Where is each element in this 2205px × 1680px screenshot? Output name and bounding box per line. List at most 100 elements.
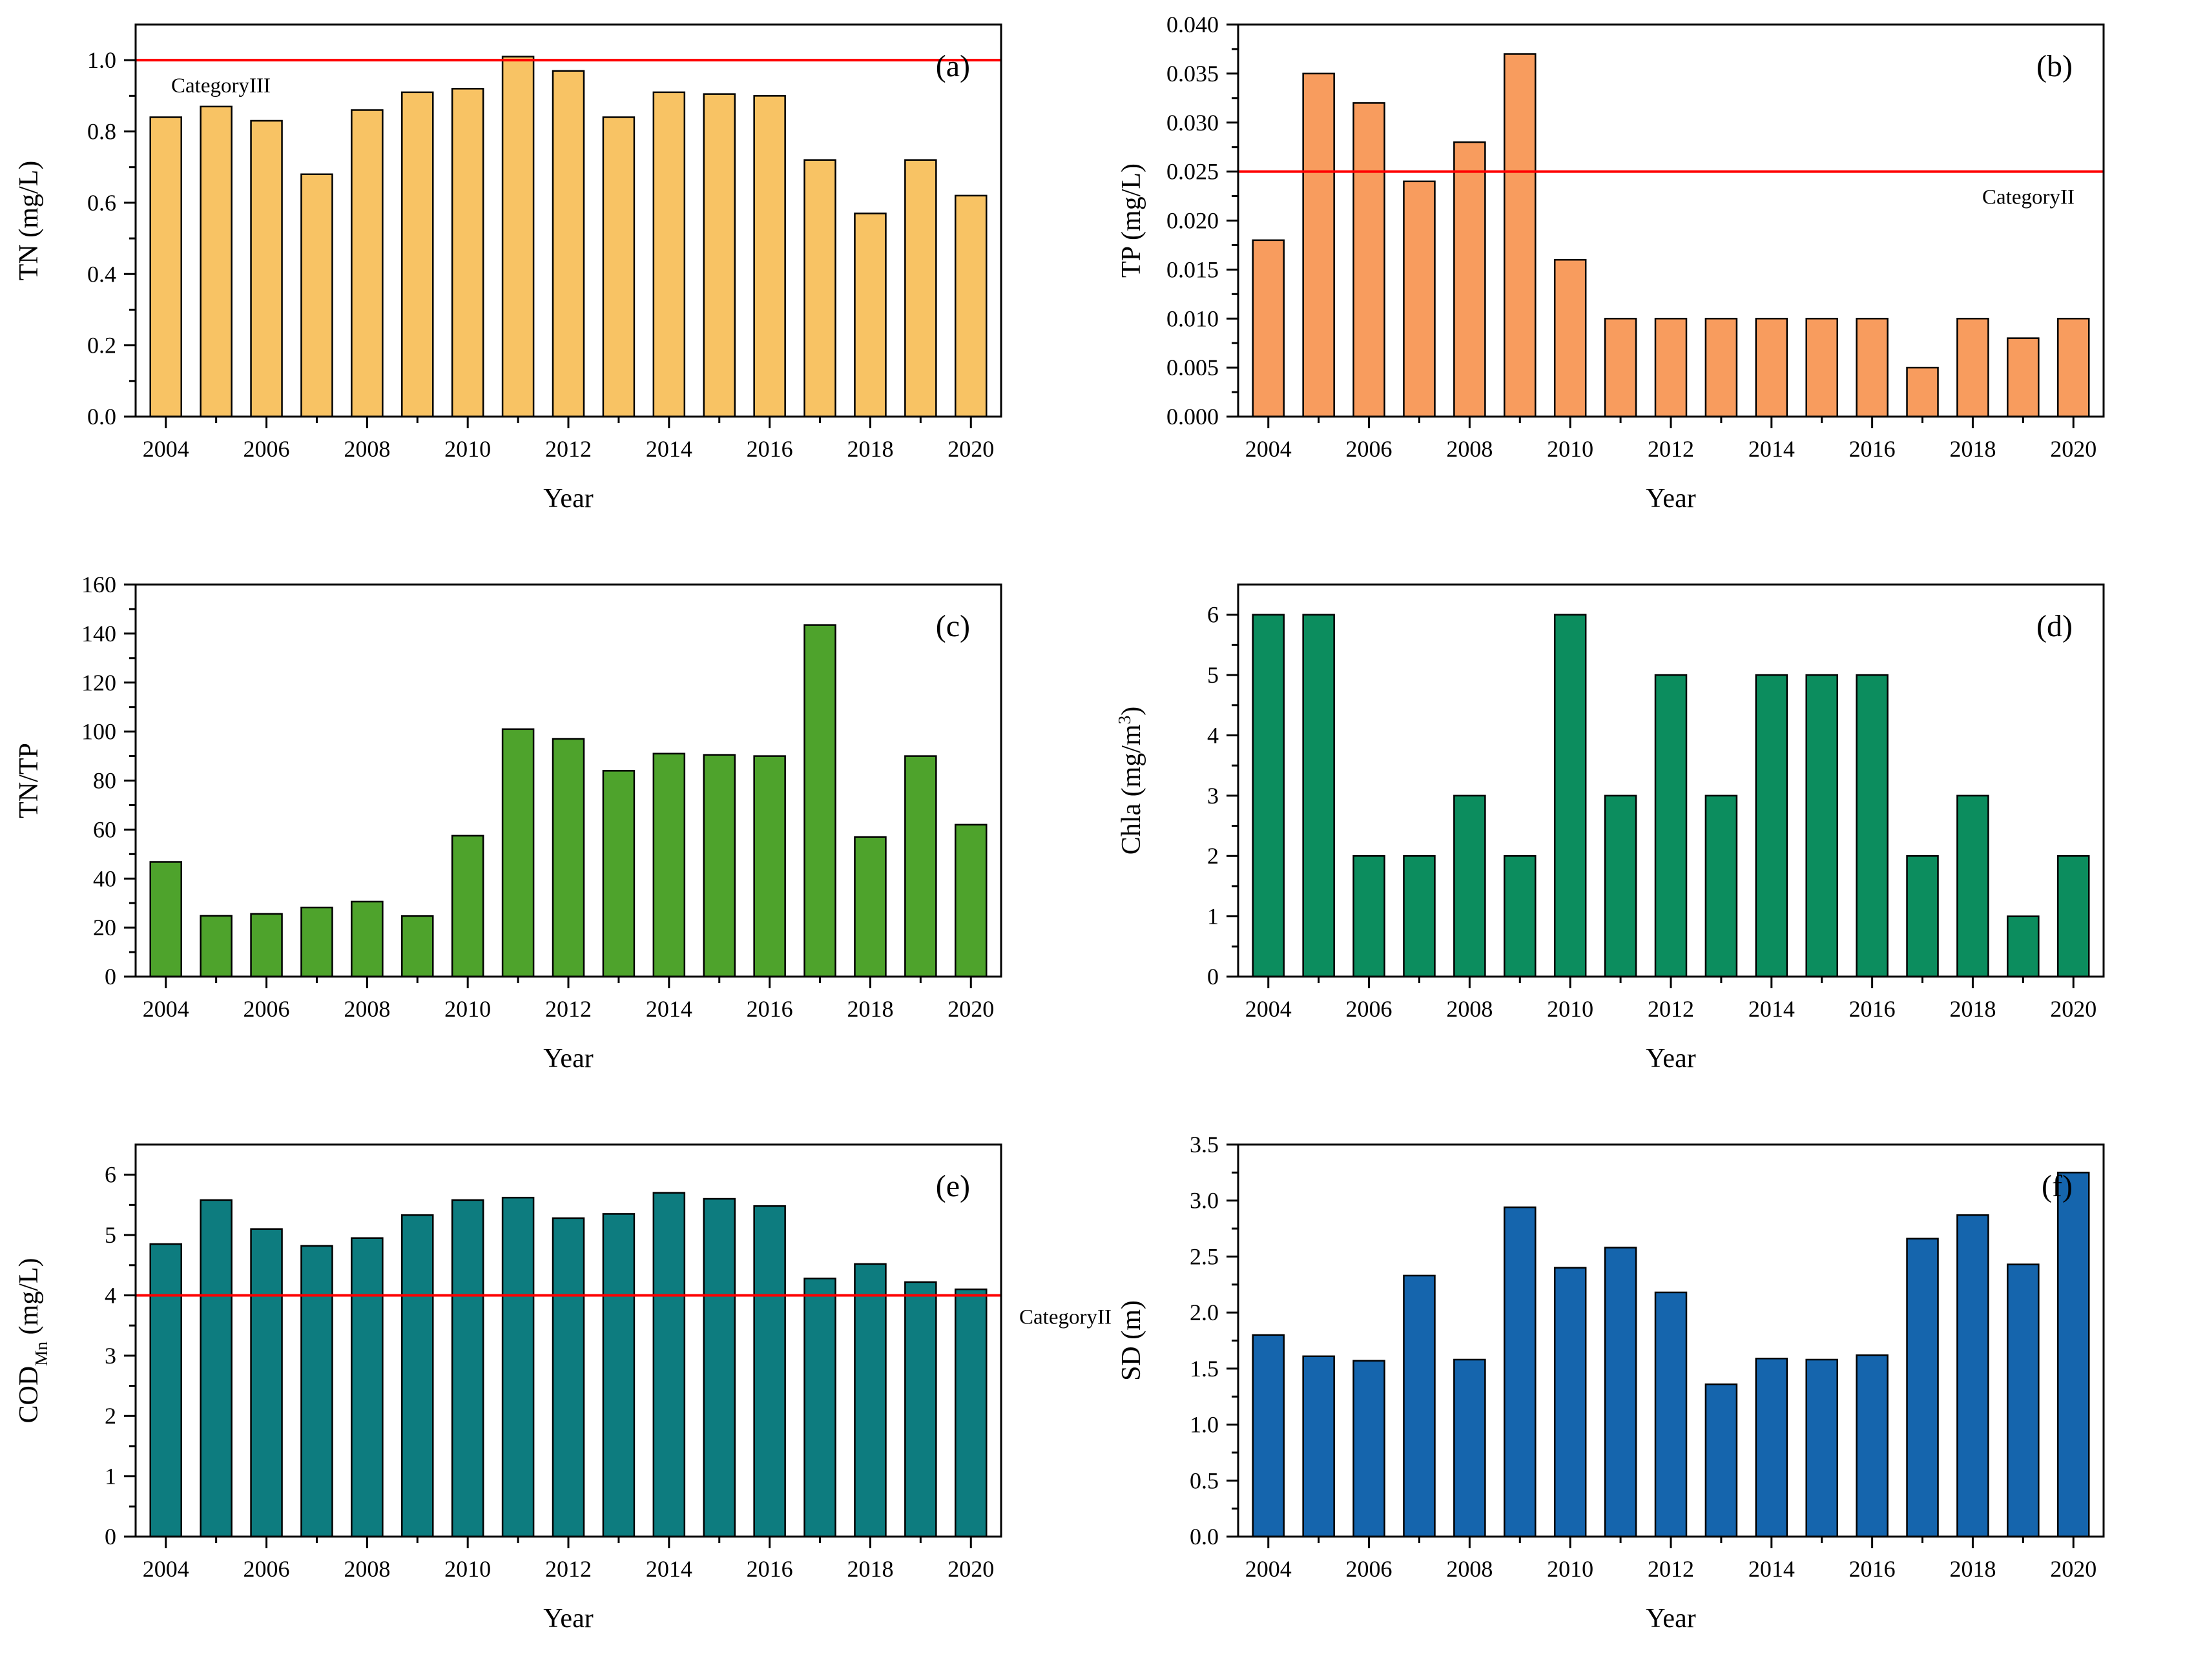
bar-2010: [451, 1199, 484, 1538]
x-tick-label: 2012: [1648, 996, 1694, 1022]
bar-2006: [250, 119, 283, 418]
bar-2007: [1403, 180, 1436, 418]
bar-2017: [1906, 855, 1939, 978]
bar-2020: [955, 194, 988, 418]
x-tick-label: 2008: [1446, 436, 1493, 462]
x-tick-label: 2008: [1446, 1556, 1493, 1582]
bar-2006: [250, 1228, 283, 1538]
x-tick-label: 2018: [847, 436, 893, 462]
reference-line-label: CategoryII: [1982, 186, 2075, 209]
bar-2009: [1504, 53, 1537, 418]
y-tick-label: 1.0: [87, 47, 116, 73]
bar-2014: [652, 1192, 686, 1538]
y-axis-title: TN (mg/L): [14, 161, 44, 280]
x-tick-label: 2012: [1648, 436, 1694, 462]
x-tick-label: 2020: [2050, 996, 2096, 1022]
bar-2013: [1704, 794, 1738, 978]
bar-2008: [1453, 794, 1486, 978]
bar-2016: [1856, 1354, 1889, 1538]
x-tick-label: 2016: [747, 436, 793, 462]
x-axis-title: Year: [543, 1604, 593, 1633]
y-tick-label: 0.020: [1166, 208, 1219, 234]
x-tick-label: 2004: [1245, 1556, 1292, 1582]
bar-2008: [351, 109, 384, 418]
bar-2010: [451, 88, 484, 418]
bar-2017: [803, 1278, 836, 1538]
y-tick-label: 0.010: [1166, 306, 1219, 331]
bar-2007: [300, 906, 333, 978]
bar-2012: [1654, 674, 1688, 978]
y-axis-title: TN/TP: [14, 743, 44, 818]
panel-a: CategoryIII 0.0 0.2 0.4 0.6 0.8 1.0 2004 2006 200…: [0, 0, 1102, 560]
chart-e-codmn: CategoryII 0 1 2 3 4 5 6 2004 2006 2008 2010 2012 201…: [14, 1143, 1112, 1633]
bar-2016: [753, 95, 786, 418]
panel-letter: (d): [2036, 609, 2073, 643]
bar-2020: [2057, 855, 2090, 978]
y-tick-label: 0.005: [1166, 355, 1219, 380]
bar-2006: [250, 913, 283, 978]
bar-2011: [501, 728, 535, 978]
bar-2010: [1553, 614, 1587, 978]
x-tick-label: 2006: [1346, 1556, 1392, 1582]
bar-2019: [904, 159, 937, 418]
bar-2019: [2007, 1263, 2040, 1538]
y-tick-label: 5: [1207, 662, 1219, 688]
bar-2018: [854, 836, 887, 978]
x-tick-label: 2004: [1245, 996, 1292, 1022]
bar-2020: [955, 1288, 988, 1538]
y-tick-label: 2: [1207, 843, 1219, 869]
x-tick-label: 2010: [444, 996, 491, 1022]
y-tick-label: 0.0: [87, 404, 116, 430]
x-tick-label: 2020: [947, 1556, 994, 1582]
x-tick-label: 2006: [243, 436, 290, 462]
panel-letter: (e): [936, 1169, 970, 1203]
x-tick-label: 2010: [1547, 996, 1593, 1022]
bar-2010: [1553, 1267, 1587, 1538]
y-tick-label: 0: [105, 964, 116, 990]
chart-f-sd: 0.0 0.5 1.0 1.5 2.0 2.5 3.0 3.5 2004 2006 2008 2010…: [1117, 1132, 2105, 1633]
x-tick-label: 2018: [847, 1556, 893, 1582]
panel-c: 0 20 40 60 80 100 120 140 160 2004 2006 2008 2010 201…: [0, 560, 1102, 1120]
panel-letter: (f): [2042, 1169, 2073, 1203]
x-tick-label: 2018: [1949, 996, 1996, 1022]
x-tick-label: 2014: [1748, 1556, 1795, 1582]
bar-2012: [552, 1217, 585, 1538]
bar-2008: [1453, 1358, 1486, 1538]
y-axis-title: CODMn (mg/L): [14, 1258, 51, 1423]
bar-2018: [1956, 794, 1989, 978]
bar-2020: [2057, 1172, 2090, 1538]
bar-2015: [1805, 318, 1838, 418]
bar-2004: [149, 116, 182, 418]
x-tick-label: 2008: [1446, 996, 1493, 1022]
bar-2004: [149, 861, 182, 978]
bar-2020: [955, 824, 988, 978]
bar-2009: [1504, 855, 1537, 978]
x-tick-label: 2020: [947, 996, 994, 1022]
y-tick-label: 6: [105, 1162, 116, 1188]
bar-2014: [1755, 318, 1788, 418]
panel-letter: (a): [936, 49, 970, 83]
y-tick-label: 3: [105, 1343, 116, 1369]
y-tick-label: 4: [1207, 722, 1219, 748]
y-tick-label: 2.0: [1190, 1300, 1219, 1325]
y-tick-label: 2.5: [1190, 1243, 1219, 1269]
panel-f: 0.0 0.5 1.0 1.5 2.0 2.5 3.0 3.5 2004 2006 2008 2010…: [1102, 1120, 2205, 1680]
y-tick-label: 0.5: [1190, 1467, 1219, 1493]
bar-2013: [602, 1213, 636, 1538]
chart-d-chla: 0 1 2 3 4 5 6 2004 2006 2008 2010 2012 2014 2016 2018 2…: [1115, 583, 2105, 1073]
panel-letter: (b): [2036, 49, 2073, 83]
x-tick-label: 2014: [1748, 996, 1795, 1022]
bar-2013: [602, 116, 636, 418]
x-tick-label: 2010: [1547, 436, 1593, 462]
y-tick-label: 1.5: [1190, 1356, 1219, 1382]
bar-2008: [1453, 141, 1486, 418]
panel-e: CategoryII 0 1 2 3 4 5 6 2004 2006 2008 2010 2012 201…: [0, 1120, 1112, 1680]
x-tick-label: 2004: [143, 436, 189, 462]
bar-2007: [1403, 1274, 1436, 1538]
bar-2005: [200, 1199, 233, 1538]
bar-2012: [552, 70, 585, 418]
y-axis-title: SD (m): [1117, 1300, 1146, 1381]
bar-2004: [1252, 239, 1285, 418]
bar-2004: [149, 1243, 182, 1538]
bar-2006: [1352, 855, 1385, 978]
